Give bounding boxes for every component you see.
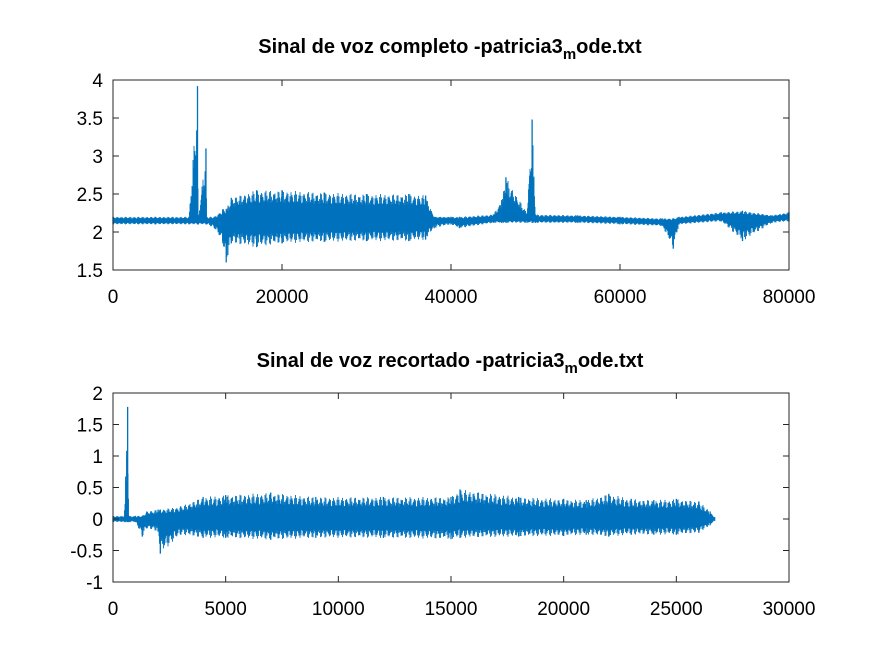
y-tick-label: 0.5 [77, 479, 103, 500]
plot-2: Sinal de voz recortado -patricia3mode.tx… [70, 350, 815, 620]
plot-1-title: Sinal de voz completo -patricia3mode.txt [258, 36, 642, 63]
plot-2-data-area [112, 406, 716, 554]
x-tick-label: 30000 [763, 599, 816, 620]
y-tick-label: 1 [92, 447, 103, 468]
plot-2-axes-frame [112, 392, 790, 583]
x-tick-label: 0 [108, 287, 119, 308]
plot-1-x-axis: 0 20000 40000 60000 80000 [108, 80, 816, 308]
signal-series-line [112, 89, 790, 257]
x-tick-label: 40000 [425, 287, 478, 308]
x-tick-label: 15000 [425, 599, 478, 620]
x-tick-label: 10000 [312, 599, 365, 620]
y-tick-label: 0 [92, 510, 103, 531]
plot-1-y-axis: 1.5 2 2.5 3 3.5 4 [77, 71, 789, 282]
x-tick-label: 5000 [205, 599, 247, 620]
x-tick-label: 60000 [594, 287, 647, 308]
plot-2-title: Sinal de voz recortado -patricia3mode.tx… [257, 350, 644, 377]
plot-1: Sinal de voz completo -patricia3mode.txt… [77, 36, 816, 308]
y-tick-label: 2 [92, 384, 103, 405]
y-tick-label: -1 [86, 573, 103, 594]
x-tick-label: 80000 [763, 287, 816, 308]
y-tick-label: -0.5 [70, 542, 103, 563]
y-tick-label: 4 [92, 71, 103, 92]
x-tick-label: 20000 [256, 287, 309, 308]
y-tick-label: 1.5 [77, 261, 103, 282]
x-tick-label: 20000 [537, 599, 590, 620]
y-tick-label: 3.5 [77, 109, 103, 130]
plot-2-x-axis: 0 5000 10000 15000 20000 25000 30000 [108, 393, 816, 620]
y-tick-label: 1.5 [77, 416, 103, 437]
y-tick-label: 2 [92, 223, 103, 244]
plot-1-data-area [112, 86, 790, 263]
y-tick-label: 2.5 [77, 185, 103, 206]
y-tick-label: 3 [92, 147, 103, 168]
x-tick-label: 0 [108, 599, 119, 620]
x-tick-label: 25000 [650, 599, 703, 620]
plot-2-y-axis: -1 -0.5 0 0.5 1 1.5 2 [70, 384, 789, 594]
plot-1-axes-frame [112, 79, 790, 271]
